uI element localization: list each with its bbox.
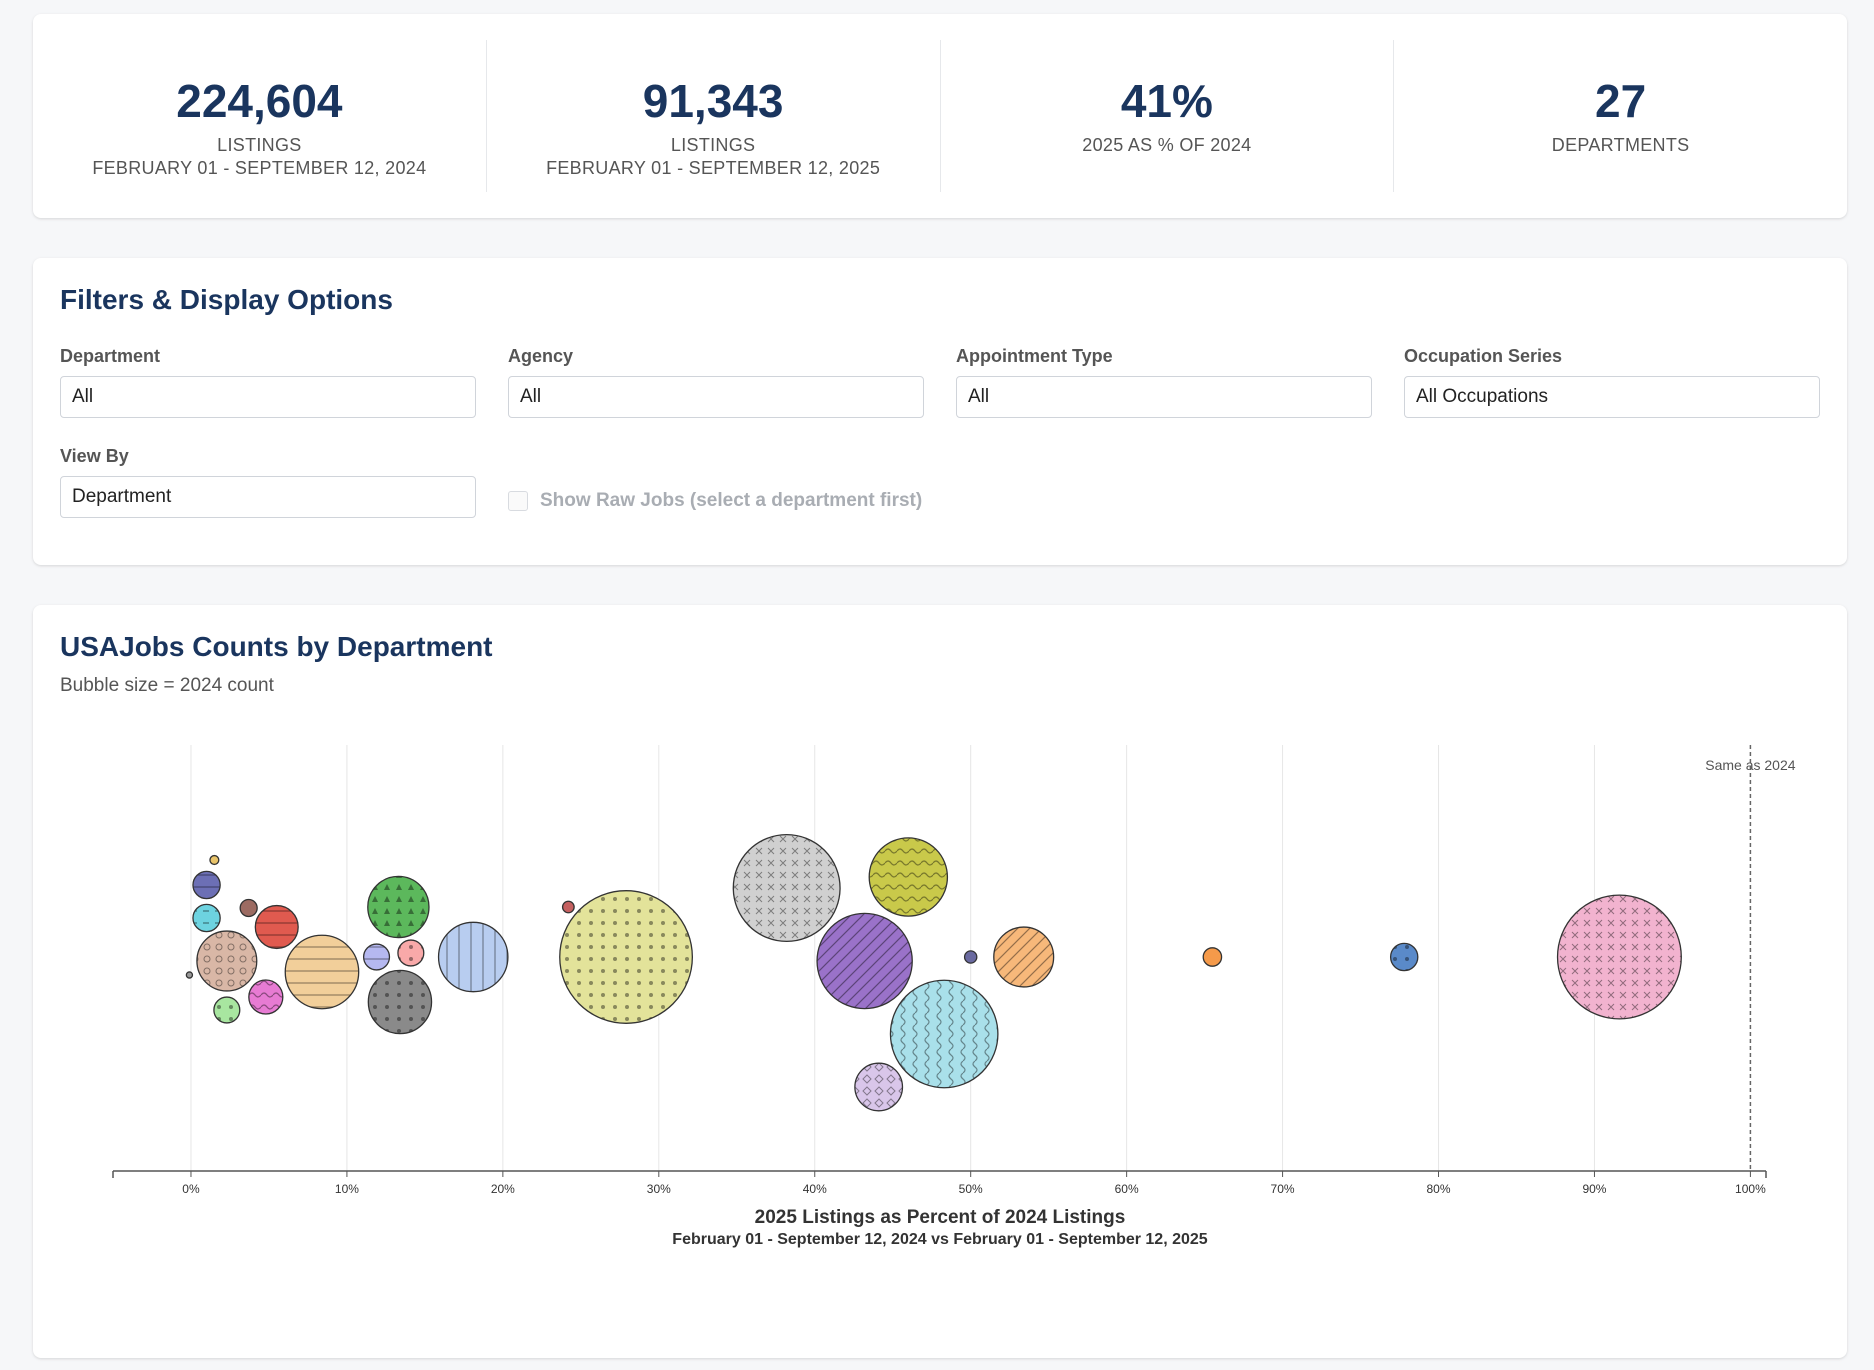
department-bubble[interactable] <box>185 971 194 979</box>
agency-filter: Agency All <box>508 346 924 418</box>
x-tick-label: 20% <box>491 1182 515 1196</box>
view-by-filter: View By Department <box>60 446 476 518</box>
department-bubble[interactable] <box>192 870 221 900</box>
department-select[interactable]: All <box>60 376 476 418</box>
department-bubble[interactable] <box>559 890 694 1024</box>
chart-card: USAJobs Counts by Department Bubble size… <box>33 605 1847 1358</box>
stat-listings-2025: 91,343 LISTINGS FEBRUARY 01 - SEPTEMBER … <box>487 40 941 192</box>
department-bubble[interactable] <box>254 904 299 950</box>
department-bubble[interactable] <box>248 979 284 1015</box>
stat-label: LISTINGS <box>217 135 302 155</box>
stat-label: 2025 AS % OF 2024 <box>1082 135 1252 155</box>
department-bubble[interactable] <box>889 979 999 1089</box>
appointment-type-label: Appointment Type <box>956 346 1113 366</box>
stat-date-range: FEBRUARY 01 - SEPTEMBER 12, 2024 <box>92 158 427 178</box>
x-tick-label: 80% <box>1427 1182 1451 1196</box>
filters-card: Filters & Display Options Department All… <box>33 258 1847 565</box>
x-tick-label: 60% <box>1115 1182 1139 1196</box>
department-bubble[interactable] <box>993 926 1055 988</box>
department-bubble[interactable] <box>196 930 258 992</box>
department-bubble[interactable] <box>213 996 241 1024</box>
occupation-series-label: Occupation Series <box>1404 346 1563 366</box>
x-tick-label: 0% <box>182 1182 200 1196</box>
x-tick-label: 70% <box>1271 1182 1295 1196</box>
stat-departments: 27 DEPARTMENTS <box>1394 40 1847 192</box>
chart-subtitle: Bubble size = 2024 count <box>60 675 274 696</box>
view-by-label: View By <box>60 446 129 466</box>
occupation-series-filter: Occupation Series All Occupations <box>1404 346 1820 418</box>
x-tick-label: 30% <box>647 1182 671 1196</box>
x-axis-sublabel: February 01 - September 12, 2024 vs Febr… <box>672 1231 1207 1248</box>
x-tick-label: 90% <box>1582 1182 1606 1196</box>
x-tick-label: 40% <box>803 1182 827 1196</box>
x-axis-label: 2025 Listings as Percent of 2024 Listing… <box>755 1207 1126 1228</box>
stat-label: DEPARTMENTS <box>1551 135 1690 155</box>
department-label: Department <box>60 346 161 366</box>
show-raw-jobs-toggle[interactable]: Show Raw Jobs (select a department first… <box>508 490 922 512</box>
department-bubble[interactable] <box>362 943 391 971</box>
department-bubble[interactable] <box>868 837 949 917</box>
department-bubble[interactable] <box>561 900 575 914</box>
department-bubble[interactable] <box>209 854 220 866</box>
bubble-chart: Same as 2024 0% 10% 20% 30% 40% 50% 60% 70% 80% 9… <box>112 745 1796 1248</box>
department-bubble[interactable] <box>437 921 509 993</box>
department-filter: Department All <box>60 346 476 418</box>
stat-value: 91,343 <box>642 75 784 127</box>
department-bubble[interactable] <box>284 934 360 1010</box>
x-tick-label: 100% <box>1735 1182 1766 1196</box>
department-bubble[interactable] <box>1202 947 1223 967</box>
filters-grid: Department All Agency All Appointment Ty… <box>60 346 1820 546</box>
stat-label: LISTINGS <box>670 135 756 155</box>
agency-select[interactable]: All <box>508 376 924 418</box>
stat-listings-2024: 224,604 LISTINGS FEBRUARY 01 - SEPTEMBER… <box>33 40 487 192</box>
show-raw-jobs-label: Show Raw Jobs (select a department first… <box>540 490 923 511</box>
filters-title: Filters & Display Options <box>60 284 393 315</box>
department-bubble[interactable] <box>239 898 258 918</box>
stat-value: 27 <box>1595 75 1647 127</box>
appointment-type-filter: Appointment Type All <box>956 346 1372 418</box>
bubbles <box>185 833 1682 1112</box>
department-bubble[interactable] <box>397 939 425 967</box>
appointment-type-select[interactable]: All <box>956 376 1372 418</box>
agency-label: Agency <box>508 346 574 366</box>
reference-line-label: Same as 2024 <box>1705 757 1795 773</box>
stat-percent-of-2024: 41% 2025 AS % OF 2024 <box>941 40 1395 192</box>
department-bubble[interactable] <box>732 833 841 943</box>
summary-stats-card: 224,604 LISTINGS FEBRUARY 01 - SEPTEMBER… <box>33 14 1847 218</box>
view-by-select[interactable]: Department <box>60 476 476 518</box>
stat-date-range: FEBRUARY 01 - SEPTEMBER 12, 2025 <box>546 158 881 178</box>
chart-title: USAJobs Counts by Department <box>60 631 493 662</box>
stat-value: 41% <box>1120 75 1213 127</box>
department-bubble[interactable] <box>192 903 221 933</box>
department-bubble[interactable] <box>854 1062 904 1112</box>
x-tick-label: 50% <box>959 1182 983 1196</box>
stat-value: 224,604 <box>176 75 343 127</box>
x-tick-label: 10% <box>335 1182 359 1196</box>
department-bubble[interactable] <box>816 912 913 1010</box>
department-bubble[interactable] <box>963 950 978 964</box>
department-bubble[interactable] <box>367 969 433 1035</box>
occupation-series-select[interactable]: All Occupations <box>1404 376 1820 418</box>
department-bubble[interactable] <box>1556 894 1682 1020</box>
department-bubble[interactable] <box>367 875 430 939</box>
x-axis: 0% 10% 20% 30% 40% 50% 60% 70% 80% 90% 100% <box>112 1170 1767 1196</box>
show-raw-jobs-checkbox[interactable] <box>508 491 528 511</box>
department-bubble[interactable] <box>1389 942 1419 972</box>
